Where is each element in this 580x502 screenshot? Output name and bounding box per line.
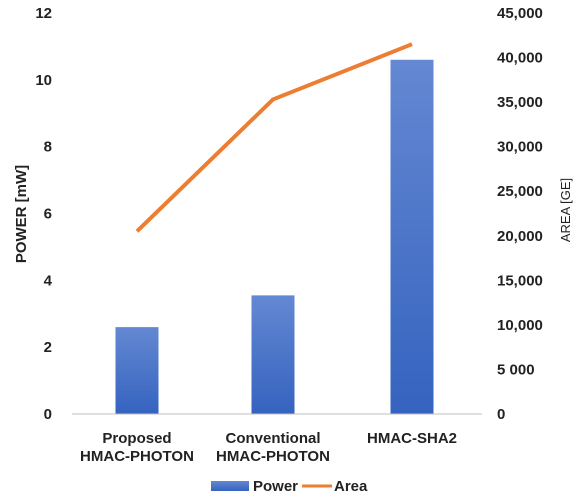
legend: Power Area [211,478,368,495]
power-bar-1 [251,295,295,414]
right-tick-label: 10,000 [497,317,543,334]
area-line [135,42,413,233]
category-labels: ProposedHMAC-PHOTONConventionalHMAC-PHOT… [80,430,457,465]
right-tick-label: 40,000 [497,50,543,67]
y-axis-title-right: AREA [GE] [558,178,573,242]
left-axis-ticks: 0 2 4 6 8 10 12 [35,5,52,423]
category-label: HMAC-PHOTON [80,448,194,465]
y-axis-title-left: POWER [mW] [13,165,30,263]
power-bar-0 [115,327,159,414]
legend-swatch-power [211,481,249,491]
right-tick-label: 35,000 [497,94,543,111]
left-tick-label: 4 [44,272,53,289]
right-tick-label: 30,000 [497,139,543,156]
power-bars [115,59,434,415]
right-tick-label: 5 000 [497,361,535,378]
right-tick-label: 25,000 [497,183,543,200]
left-tick-label: 8 [44,139,52,156]
left-tick-label: 2 [44,339,52,356]
category-label: HMAC-PHOTON [216,448,330,465]
left-tick-label: 6 [44,206,52,223]
right-axis-ticks: 0 5 000 10,000 15,000 20,000 25,000 30,000 35,0… [497,5,543,423]
left-tick-label: 0 [44,406,52,423]
category-label: Proposed [102,430,171,447]
category-label: Conventional [225,430,320,447]
left-tick-label: 10 [35,72,52,89]
category-label: HMAC-SHA2 [367,430,457,447]
right-tick-label: 45,000 [497,5,543,22]
area-line-series [135,42,413,233]
power-bar-2 [390,59,434,415]
right-tick-label: 20,000 [497,228,543,245]
legend-label-area: Area [334,478,368,495]
right-tick-label: 15,000 [497,272,543,289]
left-tick-label: 12 [35,5,52,22]
legend-label-power: Power [253,478,298,495]
right-tick-label: 0 [497,406,505,423]
